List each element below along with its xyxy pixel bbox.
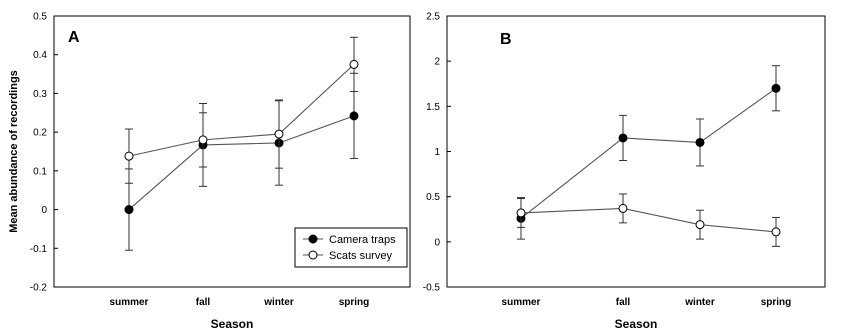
legend-label: Scats survey — [329, 250, 392, 262]
data-point — [771, 227, 781, 237]
x-axis-label: Season — [211, 317, 254, 331]
data-point — [618, 203, 628, 213]
y-tick-label: 0 — [434, 237, 440, 248]
data-point — [695, 137, 705, 147]
legend: Camera traps Scats survey — [294, 227, 408, 268]
data-point — [274, 129, 284, 139]
y-tick-label: -0.2 — [30, 283, 48, 294]
legend-item: Scats survey — [303, 250, 392, 262]
data-point — [695, 220, 705, 230]
plot-frame — [53, 15, 411, 288]
x-tick-label: spring — [761, 297, 792, 308]
data-point — [516, 208, 526, 218]
y-tick-label: 0.3 — [33, 89, 47, 100]
plot-frame — [446, 15, 826, 288]
data-point — [349, 111, 359, 121]
legend-marker — [308, 250, 318, 260]
series-line — [520, 207, 777, 233]
x-tick-label: summer — [502, 297, 541, 308]
data-point — [349, 59, 359, 69]
panel-label: B — [500, 31, 512, 48]
chart-panel-a: -0.2 -0.1 0 0.1 0.2 0.3 0.4 0.5 summer fall winter… — [8, 12, 411, 331]
legend-item: Camera traps — [303, 234, 396, 246]
series-scats-survey — [124, 36, 359, 184]
y-tick-label: 0.5 — [426, 192, 440, 203]
series-camera-traps — [516, 65, 781, 240]
x-tick-label: winter — [684, 297, 715, 308]
data-point — [198, 135, 208, 145]
data-point — [124, 205, 134, 215]
y-tick-label: -0.5 — [423, 283, 441, 294]
x-tick-label: summer — [110, 297, 149, 308]
y-tick-label: 1.5 — [426, 102, 440, 113]
y-tick-label: 0.4 — [33, 50, 47, 61]
y-tick-label: 0.2 — [33, 128, 47, 139]
data-point — [618, 133, 628, 143]
x-tick-label: fall — [196, 297, 211, 308]
data-point — [771, 83, 781, 93]
x-tick-label: spring — [339, 297, 370, 308]
panel-label: A — [68, 29, 80, 46]
series-line — [520, 87, 777, 219]
y-tick-label: 2 — [434, 57, 440, 68]
y-tick-label: 0.5 — [33, 12, 47, 23]
data-point — [124, 151, 134, 161]
y-tick-label: 0 — [41, 205, 47, 216]
y-tick-label: -0.1 — [30, 244, 48, 255]
y-axis-label: Mean abundance of recordings — [8, 70, 20, 233]
y-tick-label: 0.1 — [33, 166, 47, 177]
legend-label: Camera traps — [329, 234, 396, 246]
legend-box — [294, 227, 408, 268]
y-tick-label: 1 — [434, 147, 440, 158]
series-line — [128, 115, 355, 210]
x-tick-label: winter — [263, 297, 294, 308]
x-tick-label: fall — [616, 297, 631, 308]
series-camera-traps — [124, 72, 359, 251]
y-tick-label: 2.5 — [426, 12, 440, 23]
x-axis-label: Season — [615, 317, 658, 331]
legend-marker — [308, 234, 318, 244]
series-scats-survey — [516, 193, 781, 247]
series-line — [128, 63, 355, 157]
chart-panel-b: -0.5 0 0.5 1 1.5 2 2.5 summer fall winter spring Se… — [423, 12, 826, 331]
